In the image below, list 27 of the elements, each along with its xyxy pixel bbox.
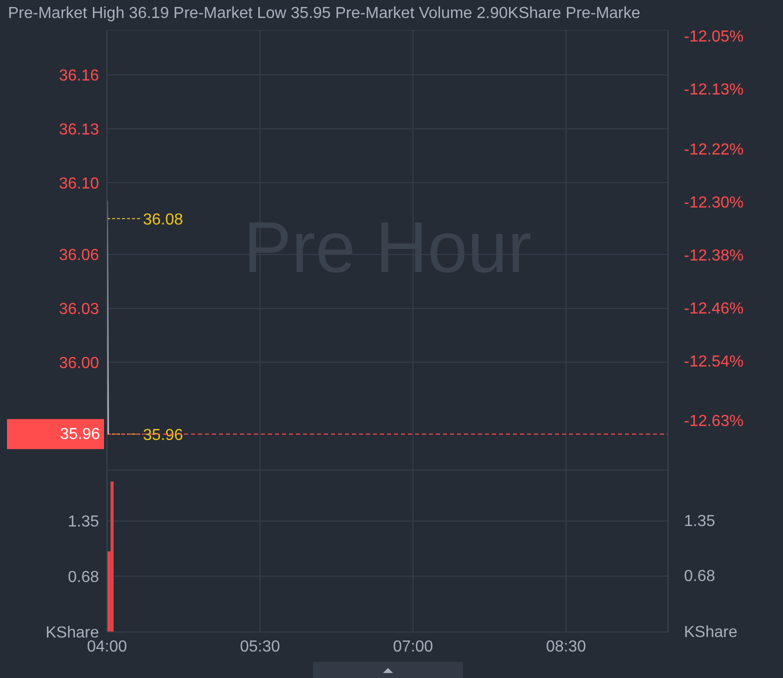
y2-tick-label: -12.46%: [684, 300, 744, 318]
chart-title: Pre-Market High 36.19 Pre-Market Low 35.95 Pre-Market Volume 2.90KShare Pre-Marke: [8, 5, 640, 23]
y-tick-label: 1.35: [68, 514, 100, 531]
x-tick-label: 07:00: [392, 638, 434, 656]
y2-tick-label: -12.38%: [684, 247, 744, 264]
y2-tick-label: -12.22%: [684, 141, 744, 158]
line-series: [107, 200, 109, 435]
y-tick-label: 36.06: [58, 247, 100, 264]
annotation: 35.96: [143, 427, 184, 444]
y-tick-label: 36.03: [58, 301, 100, 318]
y2-tick-label: 1.35: [684, 512, 716, 530]
y2-tick-label: -12.30%: [684, 194, 744, 212]
y2-tick-label: KShare: [684, 624, 738, 641]
y2-tick-label: 0.68: [684, 568, 716, 586]
y2-tick-label: -12.63%: [684, 412, 744, 430]
x-tick-label: 05:30: [240, 638, 280, 656]
ref-line-label: 35.96: [60, 426, 100, 444]
annotation: 36.08: [143, 212, 184, 229]
y-tick-label: 36.00: [58, 354, 100, 372]
y2-tick-label: -12.54%: [684, 353, 744, 370]
y2-tick-label: -12.13%: [684, 82, 744, 99]
y-tick-label: 0.68: [68, 568, 100, 586]
y-tick-label: 36.10: [58, 175, 100, 192]
y2-tick-label: -12.05%: [684, 28, 744, 46]
y-tick-label: 36.16: [58, 68, 100, 85]
y-tick-label: 36.13: [58, 121, 100, 138]
x-tick-label: 08:30: [546, 638, 586, 656]
